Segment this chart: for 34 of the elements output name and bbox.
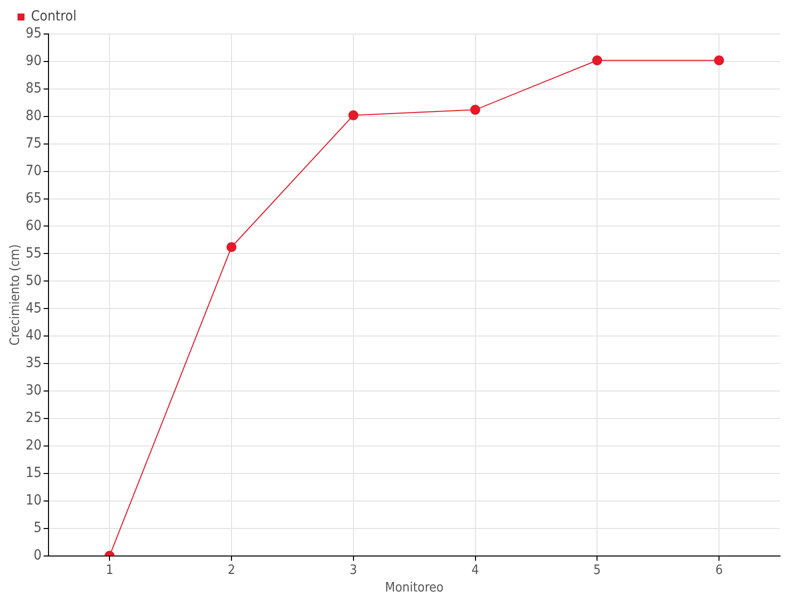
y-tick-label: 45 — [26, 300, 42, 316]
point — [592, 55, 602, 66]
y-tick-label: 50 — [26, 272, 42, 289]
y-tick-label: 60 — [26, 218, 42, 234]
point — [714, 55, 724, 66]
y-tick-label: 5 — [34, 520, 42, 536]
y-tick-label: 25 — [26, 410, 42, 426]
y-tick-label: 85 — [26, 80, 42, 97]
y-tick-label: 20 — [26, 438, 42, 454]
x-tick-label: 5 — [593, 562, 601, 578]
y-tick-label: 10 — [26, 492, 42, 509]
point — [348, 110, 358, 120]
y-tick-label: 0 — [34, 547, 42, 564]
y-tick-label: 95 — [26, 26, 42, 42]
y-tick-label: 90 — [26, 53, 42, 70]
y-tick-label: 35 — [26, 355, 42, 372]
x-tick-label: 4 — [472, 562, 479, 578]
y-tick-label: 30 — [26, 382, 42, 399]
x-tick-label: 1 — [106, 562, 114, 578]
y-axis-title: Crecimiento (cm) — [8, 244, 24, 346]
y-tick-label: 40 — [26, 328, 42, 344]
point — [226, 242, 236, 252]
legend-label: Control — [31, 8, 76, 25]
y-tick-label: 80 — [26, 108, 42, 124]
x-tick-label: 6 — [715, 562, 723, 578]
x-axis-title: Monitoreo — [385, 580, 444, 596]
x-tick-label: 3 — [350, 562, 358, 578]
point — [470, 104, 480, 115]
x-tick-label: 2 — [228, 562, 236, 578]
y-tick-label: 15 — [26, 465, 42, 482]
y-tick-label: 65 — [26, 190, 42, 206]
y-tick-label: 55 — [26, 245, 42, 262]
y-tick-label: 70 — [26, 162, 42, 179]
y-tick-label: 75 — [26, 135, 42, 152]
